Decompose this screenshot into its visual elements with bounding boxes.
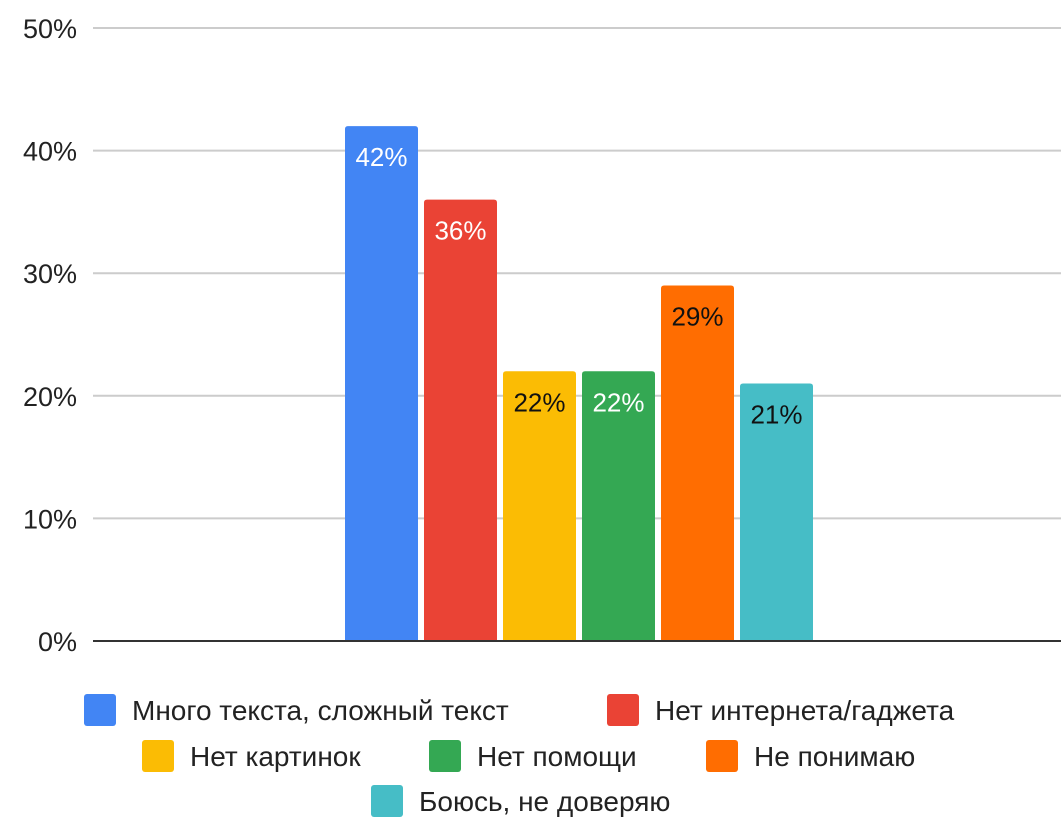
bar-value-label: 22% — [513, 387, 565, 417]
legend-swatch — [607, 694, 639, 726]
y-tick-label: 20% — [23, 382, 77, 412]
legend-label: Не понимаю — [754, 741, 915, 772]
legend-swatch — [84, 694, 116, 726]
y-tick-label: 10% — [23, 504, 77, 534]
legend-label: Нет помощи — [477, 741, 637, 772]
legend-label: Нет интернета/гаджета — [655, 695, 955, 726]
y-tick-label: 0% — [38, 627, 77, 657]
bar — [345, 126, 418, 641]
y-axis-ticks: 0% 10% 20% 30% 40% 50% — [23, 14, 77, 657]
legend: Много текста, сложный текст Нет интернета… — [84, 694, 955, 817]
bar-value-label: 36% — [434, 216, 486, 246]
legend-swatch — [429, 740, 461, 772]
bar-value-label: 21% — [750, 400, 802, 430]
bar — [503, 371, 576, 641]
gridlines — [93, 27, 1061, 520]
y-tick-label: 50% — [23, 14, 77, 44]
bar — [661, 285, 734, 641]
y-tick-label: 30% — [23, 259, 77, 289]
legend-swatch — [371, 785, 403, 817]
legend-swatch — [142, 740, 174, 772]
bar-value-label: 22% — [592, 387, 644, 417]
y-tick-label: 40% — [23, 137, 77, 167]
legend-swatch — [706, 740, 738, 772]
bar — [424, 199, 497, 641]
bar-value-label: 42% — [355, 142, 407, 172]
bar — [582, 371, 655, 641]
legend-label: Нет картинок — [190, 741, 361, 772]
bars: 42% 36% 22% 22% 29% 21% — [345, 126, 813, 641]
legend-label: Много текста, сложный текст — [132, 695, 509, 726]
legend-label: Боюсь, не доверяю — [419, 786, 670, 817]
bar — [740, 383, 813, 641]
bar-value-label: 29% — [671, 301, 723, 331]
